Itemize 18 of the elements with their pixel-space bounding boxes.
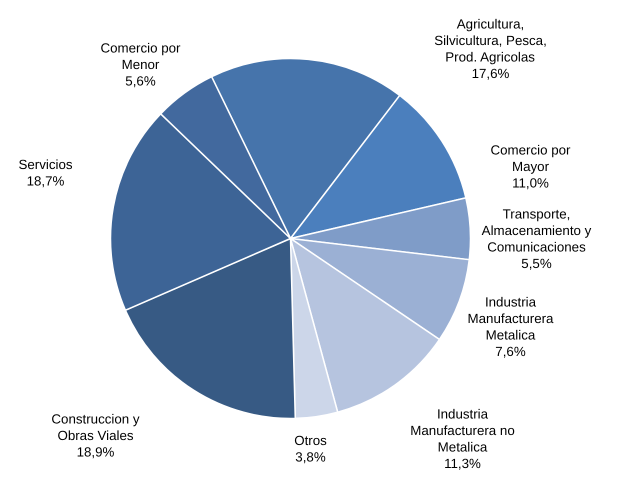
slice-label: Servicios [18, 156, 73, 172]
data-label: 17,6% [472, 66, 510, 81]
data-label: 3,8% [295, 449, 326, 464]
slice-label: Comercio por Mayor [490, 142, 572, 174]
slice-label: Transporte, Almacenamiento y Comunicaciones [482, 206, 592, 254]
data-label: 18,7% [26, 173, 65, 188]
slice-label: Industria Manufacturera Metalica [468, 294, 554, 342]
data-label: 5,6% [125, 74, 156, 88]
slice-label: Comercio por Menor [100, 40, 182, 72]
slice-label: Otros [294, 432, 328, 448]
data-label: 11,3% [444, 456, 482, 471]
slice-label: Construccion y Obras Viales [51, 412, 140, 443]
data-label: 5,5% [521, 256, 552, 271]
data-label: 18,9% [76, 444, 115, 460]
slice-label: Agricultura, Silvicultura, Pesca, Prod. Agricolas [434, 16, 547, 64]
slice-label: Industria Manufacturera no Metalica [410, 406, 515, 454]
data-label: 11,0% [512, 176, 550, 190]
data-label: 7,6% [495, 344, 526, 359]
